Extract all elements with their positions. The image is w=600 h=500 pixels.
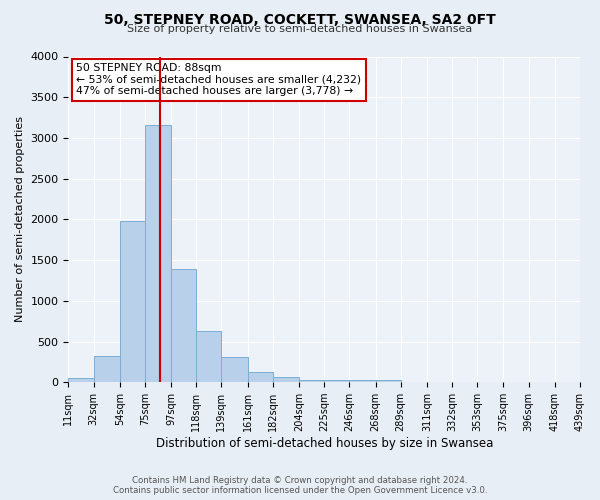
Bar — [171, 269, 196, 382]
Text: Contains HM Land Registry data © Crown copyright and database right 2024.
Contai: Contains HM Land Registry data © Crown c… — [113, 476, 487, 495]
Bar — [349, 380, 376, 382]
Bar — [68, 378, 94, 382]
Bar — [273, 377, 299, 382]
Bar — [248, 372, 273, 382]
Bar — [376, 380, 401, 382]
Text: 50, STEPNEY ROAD, COCKETT, SWANSEA, SA2 0FT: 50, STEPNEY ROAD, COCKETT, SWANSEA, SA2 … — [104, 12, 496, 26]
Text: 50 STEPNEY ROAD: 88sqm
← 53% of semi-detached houses are smaller (4,232)
47% of : 50 STEPNEY ROAD: 88sqm ← 53% of semi-det… — [76, 63, 361, 96]
Bar — [324, 380, 349, 382]
Bar — [94, 356, 120, 382]
Text: Size of property relative to semi-detached houses in Swansea: Size of property relative to semi-detach… — [127, 24, 473, 34]
X-axis label: Distribution of semi-detached houses by size in Swansea: Distribution of semi-detached houses by … — [155, 437, 493, 450]
Bar — [120, 222, 145, 382]
Bar — [221, 358, 248, 382]
Bar — [299, 380, 324, 382]
Bar — [196, 330, 221, 382]
Y-axis label: Number of semi-detached properties: Number of semi-detached properties — [15, 116, 25, 322]
Bar — [145, 125, 171, 382]
